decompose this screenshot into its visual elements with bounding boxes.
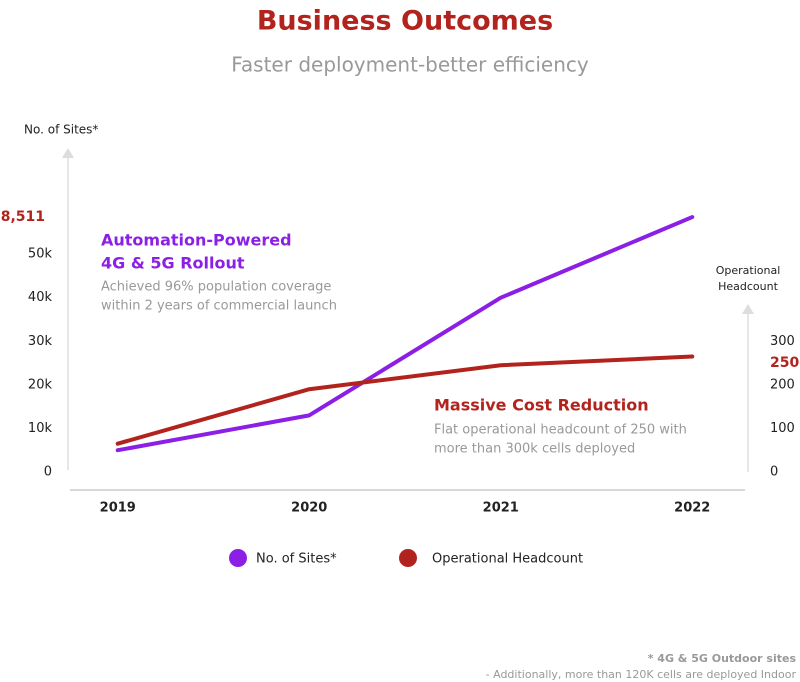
chart-subtitle: Faster deployment-better efficiency	[231, 53, 589, 77]
y-tick-label: 20k	[28, 377, 53, 392]
y2-axis-arrow	[742, 304, 754, 314]
footnote: * 4G & 5G Outdoor sites	[648, 652, 797, 665]
y-tick-label: 50k	[28, 247, 53, 262]
x-tick-label: 2019	[100, 501, 136, 516]
annotation-text: Flat operational headcount of 250 with	[434, 423, 687, 438]
y-tick-label: 40k	[28, 290, 53, 305]
annotation-text: within 2 years of commercial launch	[101, 299, 337, 314]
y-tick-label: 30k	[28, 334, 53, 349]
y-tick-label: 0	[44, 465, 52, 480]
series-line	[115, 354, 695, 446]
legend-label: Operational Headcount	[432, 552, 583, 567]
legend-swatch	[229, 549, 247, 567]
x-tick-label: 2020	[291, 501, 327, 516]
legend-swatch	[399, 549, 417, 567]
y2-tick-label: 100	[770, 421, 795, 436]
y2-highlight-label: 250	[770, 355, 799, 371]
y2-axis-label: Operational	[716, 264, 781, 277]
annotation-text: Achieved 96% population coverage	[101, 280, 331, 295]
annotation-text: more than 300k cells deployed	[434, 442, 635, 457]
chart-title: Business Outcomes	[257, 6, 553, 37]
footnote: - Additionally, more than 120K cells are…	[486, 668, 797, 681]
annotation-title: Automation-Powered	[101, 231, 292, 250]
legend-label: No. of Sites*	[256, 552, 337, 567]
annotation-title: 4G & 5G Rollout	[101, 254, 245, 273]
y-axis-label: No. of Sites*	[24, 123, 98, 137]
x-tick-label: 2022	[674, 501, 710, 516]
y2-tick-label: 0	[770, 465, 778, 480]
x-tick-label: 2021	[483, 501, 519, 516]
y-highlight-label: 58,511	[0, 209, 45, 225]
y2-axis-label: Headcount	[718, 280, 778, 293]
y2-tick-label: 200	[770, 377, 795, 392]
y-tick-label: 10k	[28, 421, 53, 436]
annotation-title: Massive Cost Reduction	[434, 396, 649, 415]
y-axis-arrow	[62, 148, 74, 158]
y2-tick-label: 300	[770, 334, 795, 349]
series-line	[115, 215, 695, 453]
